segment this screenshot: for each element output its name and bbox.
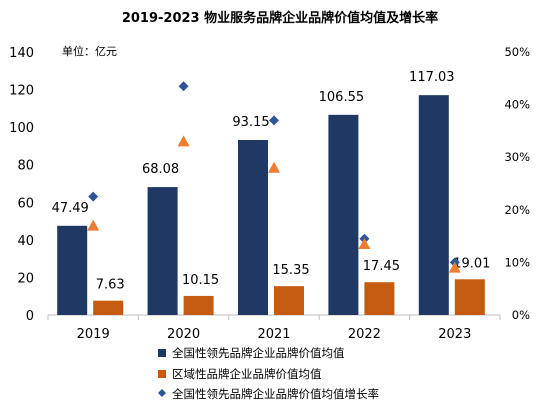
bar-regional — [454, 279, 485, 315]
marker-triangle — [358, 237, 371, 249]
y-right-tick-label: 20% — [504, 203, 530, 217]
bar-regional — [274, 286, 304, 315]
y-right-tick-label: 0% — [512, 308, 530, 322]
bar-national — [147, 187, 178, 315]
legend-swatch-regional — [158, 370, 166, 378]
marker-growth-diamond — [178, 81, 189, 92]
y-left-tick-label: 100 — [9, 121, 34, 136]
data-label-national: 106.55 — [319, 90, 365, 105]
y-left-tick-label: 60 — [17, 196, 34, 211]
bar-regional — [364, 282, 395, 315]
legend-label-regional: 区域性品牌企业品牌价值均值 — [172, 367, 322, 381]
data-label-national: 93.15 — [232, 115, 269, 130]
unit-label: 单位：亿元 — [62, 44, 117, 58]
y-right-tick-label: 30% — [504, 150, 530, 164]
y-left-tick-label: 140 — [9, 46, 34, 61]
marker-triangle — [448, 261, 461, 273]
legend-label-national: 全国性领先品牌企业品牌价值均值 — [172, 346, 345, 360]
bar-national — [57, 225, 88, 315]
x-tick-label: 2020 — [167, 327, 200, 342]
markers — [87, 81, 461, 273]
y-axis-left: 0 20 40 60 80 100 120 140 — [9, 46, 34, 324]
y-left-tick-label: 0 — [26, 309, 34, 324]
data-label-national: 68.08 — [142, 162, 179, 177]
marker-triangle — [177, 135, 190, 147]
data-label-national: 47.49 — [52, 201, 89, 216]
data-label-regional: 15.35 — [272, 263, 309, 278]
marker-growth-diamond — [269, 115, 279, 126]
data-label-regional: 10.15 — [182, 273, 219, 288]
bar-labels: 47.49 7.63 68.08 10.15 93.15 15.35 106.55 17.45… — [52, 70, 491, 293]
bar-national — [418, 95, 449, 315]
legend: 全国性领先品牌企业品牌价值均值 区域性品牌企业品牌价值均值 全国性领先品牌企业品… — [158, 346, 379, 401]
legend-label-growth: 全国性领先品牌企业品牌价值均值增长率 — [172, 387, 379, 401]
y-left-tick-label: 20 — [17, 271, 34, 286]
chart-title: 2019-2023 物业服务品牌企业品牌价值均值及增长率 — [122, 10, 438, 26]
bar-regional — [93, 300, 124, 315]
marker-growth-diamond — [88, 191, 99, 202]
legend-swatch-national — [158, 349, 166, 357]
marker-triangle — [268, 161, 280, 173]
x-tick-label: 2022 — [348, 327, 381, 342]
data-label-regional: 7.63 — [96, 278, 125, 293]
y-right-tick-label: 50% — [504, 45, 530, 59]
legend-swatch-growth — [158, 389, 166, 397]
y-right-tick-label: 40% — [504, 98, 530, 112]
bar-national — [238, 140, 268, 315]
y-right-tick-label: 10% — [504, 255, 530, 269]
data-label-regional: 19.01 — [453, 256, 490, 271]
x-tick-label: 2023 — [438, 327, 471, 342]
marker-triangle — [87, 219, 100, 231]
x-tick-label: 2019 — [77, 327, 110, 342]
bar-national — [328, 114, 359, 315]
y-left-tick-label: 80 — [17, 159, 34, 174]
y-left-tick-label: 120 — [9, 84, 34, 99]
x-tick-label: 2021 — [257, 327, 290, 342]
data-label-national: 117.03 — [409, 70, 455, 85]
bar-regional — [183, 295, 214, 315]
x-axis: 2019 2020 2021 2022 2023 — [47, 315, 501, 342]
data-label-regional: 17.45 — [363, 259, 400, 274]
y-axis-right: 0% 10% 20% 30% 40% 50% — [504, 45, 530, 322]
bars — [57, 95, 485, 315]
y-left-tick-label: 40 — [17, 234, 34, 249]
